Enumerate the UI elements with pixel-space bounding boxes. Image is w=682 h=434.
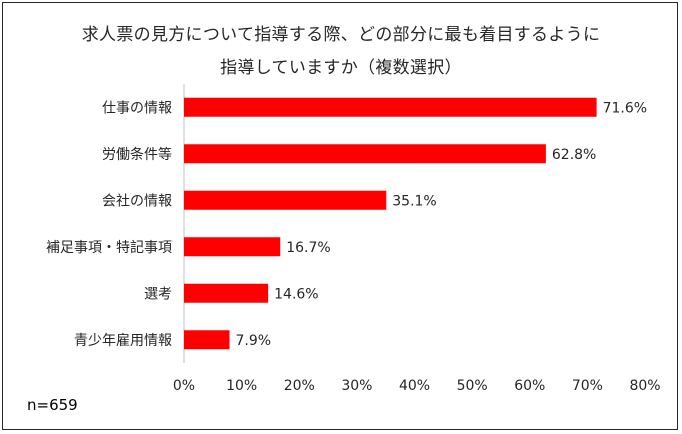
x-tick-label-5: 50% xyxy=(457,378,488,394)
category-label-5: 青少年雇用情報 xyxy=(74,332,172,349)
x-tick-label-4: 40% xyxy=(399,378,430,394)
chart-title-line2: 指導していますか（複数選択） xyxy=(220,58,462,78)
x-tick-label-8: 80% xyxy=(629,378,660,394)
data-label-3: 16.7% xyxy=(286,240,330,256)
category-label-0: 仕事の情報 xyxy=(102,100,172,116)
data-label-1: 62.8% xyxy=(552,147,596,163)
category-label-1: 労働条件等 xyxy=(102,146,172,163)
data-label-2: 35.1% xyxy=(392,193,436,209)
bar-4 xyxy=(184,283,269,303)
chart-title-line1: 求人票の見方について指導する際、どの部分に最も着目するように xyxy=(81,25,601,45)
x-tick-label-1: 10% xyxy=(226,378,257,394)
x-tick-label-2: 20% xyxy=(284,378,315,394)
data-label-0: 71.6% xyxy=(603,100,647,116)
category-label-3: 補足事項・特記事項 xyxy=(46,239,172,256)
x-tick-label-0: 0% xyxy=(173,378,195,394)
bar-2 xyxy=(184,190,387,210)
category-label-2: 会社の情報 xyxy=(102,193,172,209)
bar-3 xyxy=(184,237,281,257)
category-label-4: 選考 xyxy=(144,286,172,302)
data-label-4: 14.6% xyxy=(274,286,318,302)
chart-frame xyxy=(2,2,678,430)
x-tick-label-3: 30% xyxy=(341,378,372,394)
x-tick-label-7: 70% xyxy=(572,378,603,394)
data-label-5: 7.9% xyxy=(236,333,272,349)
x-tick-label-6: 60% xyxy=(514,378,545,394)
bar-0 xyxy=(184,97,597,117)
bar-1 xyxy=(184,144,546,164)
bar-5 xyxy=(184,330,230,350)
sample-size-label: n=659 xyxy=(27,396,78,414)
